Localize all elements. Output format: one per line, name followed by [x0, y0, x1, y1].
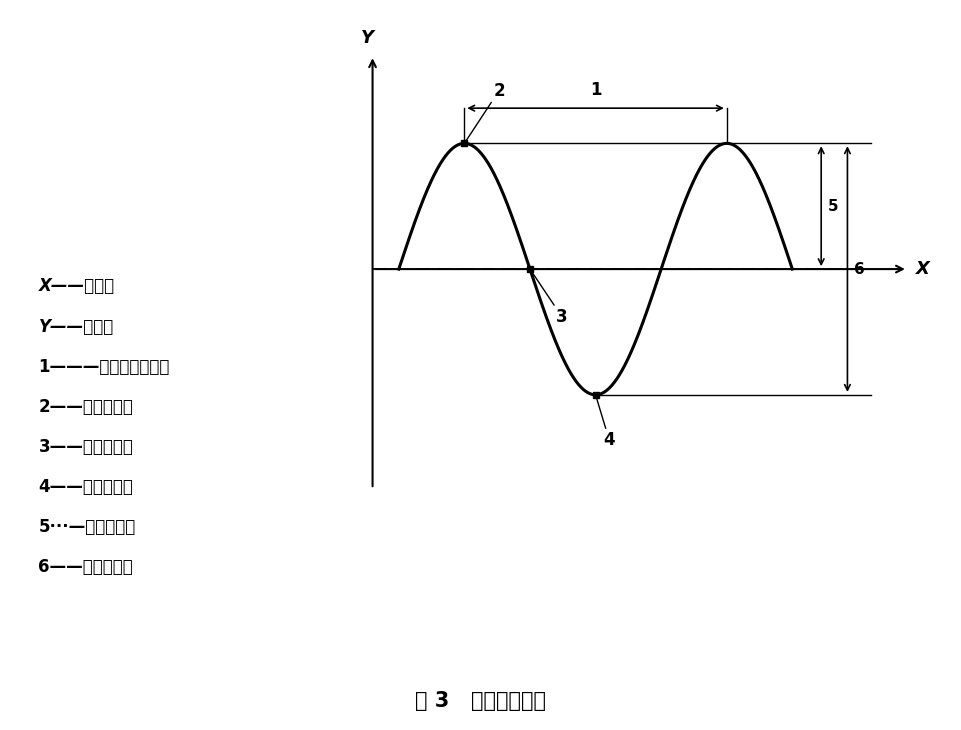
Text: 6: 6: [852, 261, 864, 277]
Text: 5: 5: [826, 199, 837, 214]
Text: 5···—应力半幅；: 5···—应力半幅；: [38, 518, 136, 537]
Text: 1: 1: [589, 81, 601, 99]
Text: 1———一个应力循环；: 1———一个应力循环；: [38, 358, 170, 376]
Text: 3: 3: [530, 269, 567, 326]
Text: Y——应力。: Y——应力。: [38, 318, 113, 336]
Text: Y: Y: [360, 28, 374, 47]
Text: X——时间；: X——时间；: [38, 277, 114, 296]
Text: 4——最小应力；: 4——最小应力；: [38, 478, 134, 496]
Text: 3——平均应力；: 3——平均应力；: [38, 438, 134, 456]
Text: X: X: [915, 260, 928, 278]
Text: 4: 4: [595, 395, 614, 449]
Text: 2: 2: [464, 82, 505, 143]
Text: 图 3   疲劳应力循环: 图 3 疲劳应力循环: [415, 691, 546, 711]
Text: 2——最大应力，: 2——最大应力，: [38, 398, 134, 416]
Text: 6——应力范围。: 6——应力范围。: [38, 558, 133, 577]
